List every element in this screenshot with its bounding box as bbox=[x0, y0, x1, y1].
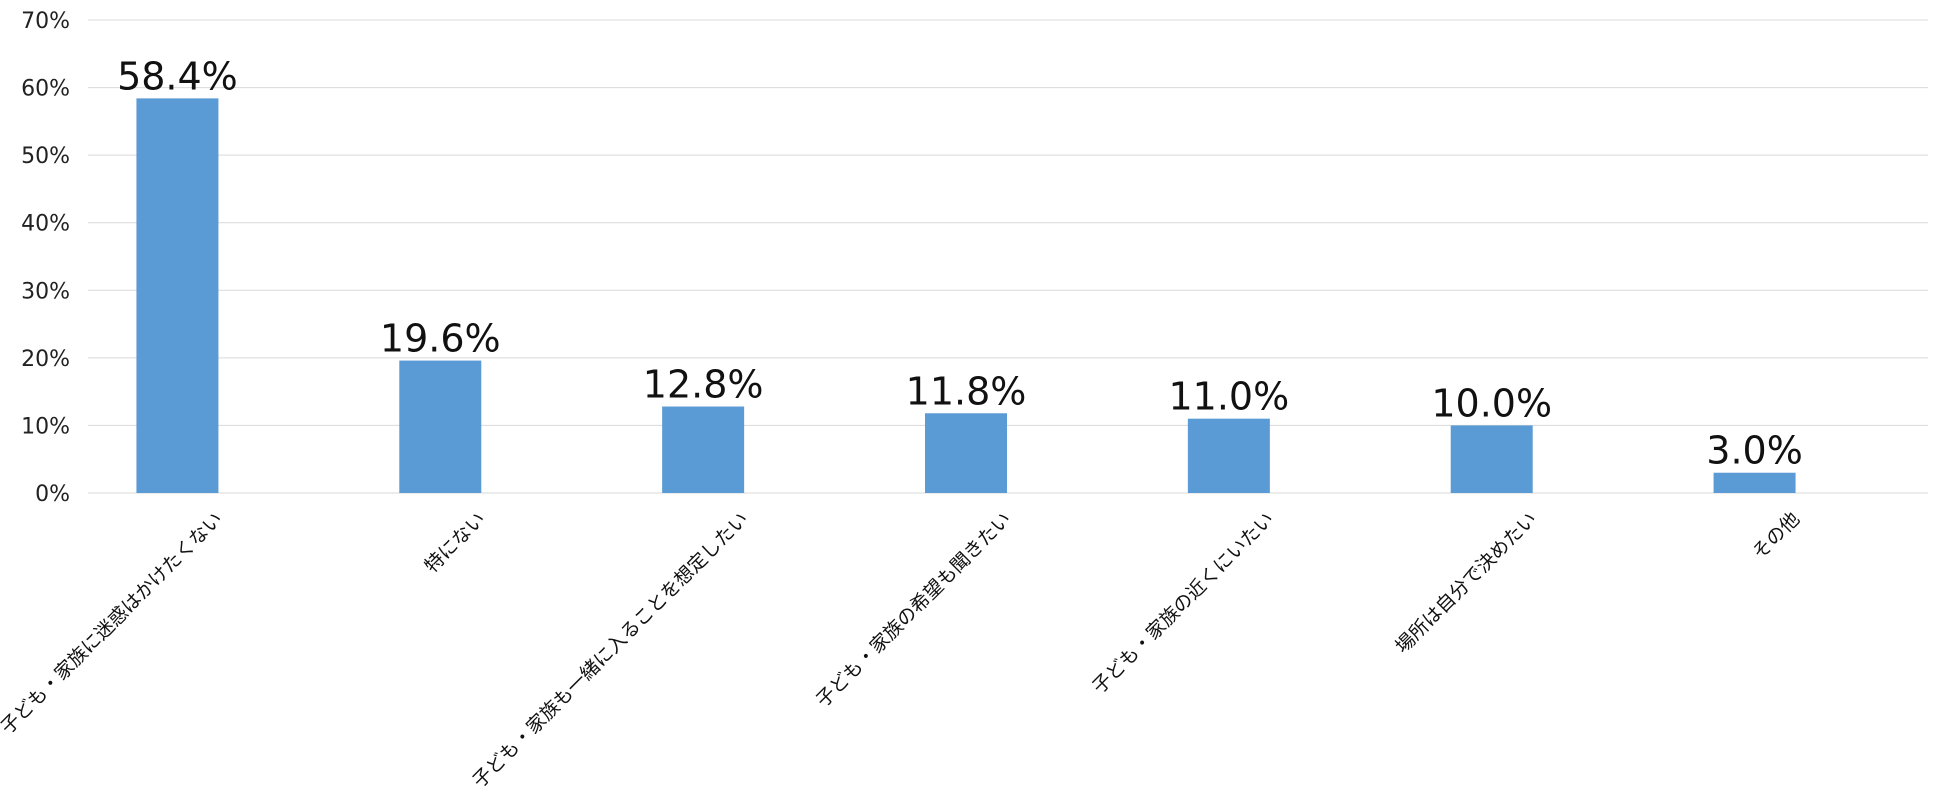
x-tick-label: 場所は自分で決めたい bbox=[1391, 508, 1541, 658]
x-tick-label: 子ども・家族も一緒に入ることを想定したい bbox=[468, 508, 752, 792]
y-tick-label: 20% bbox=[21, 347, 70, 372]
x-tick-label: 特にない bbox=[421, 508, 490, 577]
data-label: 10.0% bbox=[1431, 381, 1552, 425]
bar bbox=[1187, 418, 1270, 493]
x-tick-label: 子ども・家族の近くにいたい bbox=[1088, 508, 1278, 698]
data-label: 58.4% bbox=[117, 54, 238, 98]
y-tick-label: 10% bbox=[21, 414, 70, 439]
y-tick-label: 70% bbox=[21, 9, 70, 34]
y-tick-label: 0% bbox=[35, 482, 70, 507]
bar bbox=[136, 98, 219, 493]
bar bbox=[1450, 425, 1533, 493]
data-label: 12.8% bbox=[643, 363, 764, 407]
x-tick-label: 子ども・家族に迷惑はかけたくない bbox=[0, 508, 227, 739]
x-axis: 子ども・家族に迷惑はかけたくない 特にない子ども・家族も一緒に入ることを想定したい… bbox=[0, 508, 1804, 792]
bars bbox=[136, 98, 1796, 493]
data-labels: 58.4% 19.6% 12.8% 11.8% 11.0% 10.0% 3.0% bbox=[117, 54, 1803, 472]
bar bbox=[399, 360, 482, 493]
bar bbox=[925, 413, 1007, 493]
data-label: 19.6% bbox=[380, 317, 501, 361]
grid bbox=[88, 19, 1928, 494]
bar bbox=[1713, 472, 1796, 493]
y-tick-label: 60% bbox=[21, 77, 70, 102]
data-label: 11.8% bbox=[906, 369, 1027, 413]
data-label: 11.0% bbox=[1168, 375, 1289, 419]
data-label: 3.0% bbox=[1706, 429, 1803, 473]
x-tick-label: その他 bbox=[1748, 508, 1804, 564]
bar bbox=[662, 406, 745, 493]
y-tick-label: 50% bbox=[21, 144, 70, 169]
y-axis: 0% 10% 20% 30% 40% 50% 60% 70% bbox=[21, 9, 70, 507]
x-tick-label: 子ども・家族の希望も聞きたい bbox=[812, 508, 1016, 712]
y-tick-label: 40% bbox=[21, 212, 70, 237]
y-tick-label: 30% bbox=[21, 279, 70, 304]
